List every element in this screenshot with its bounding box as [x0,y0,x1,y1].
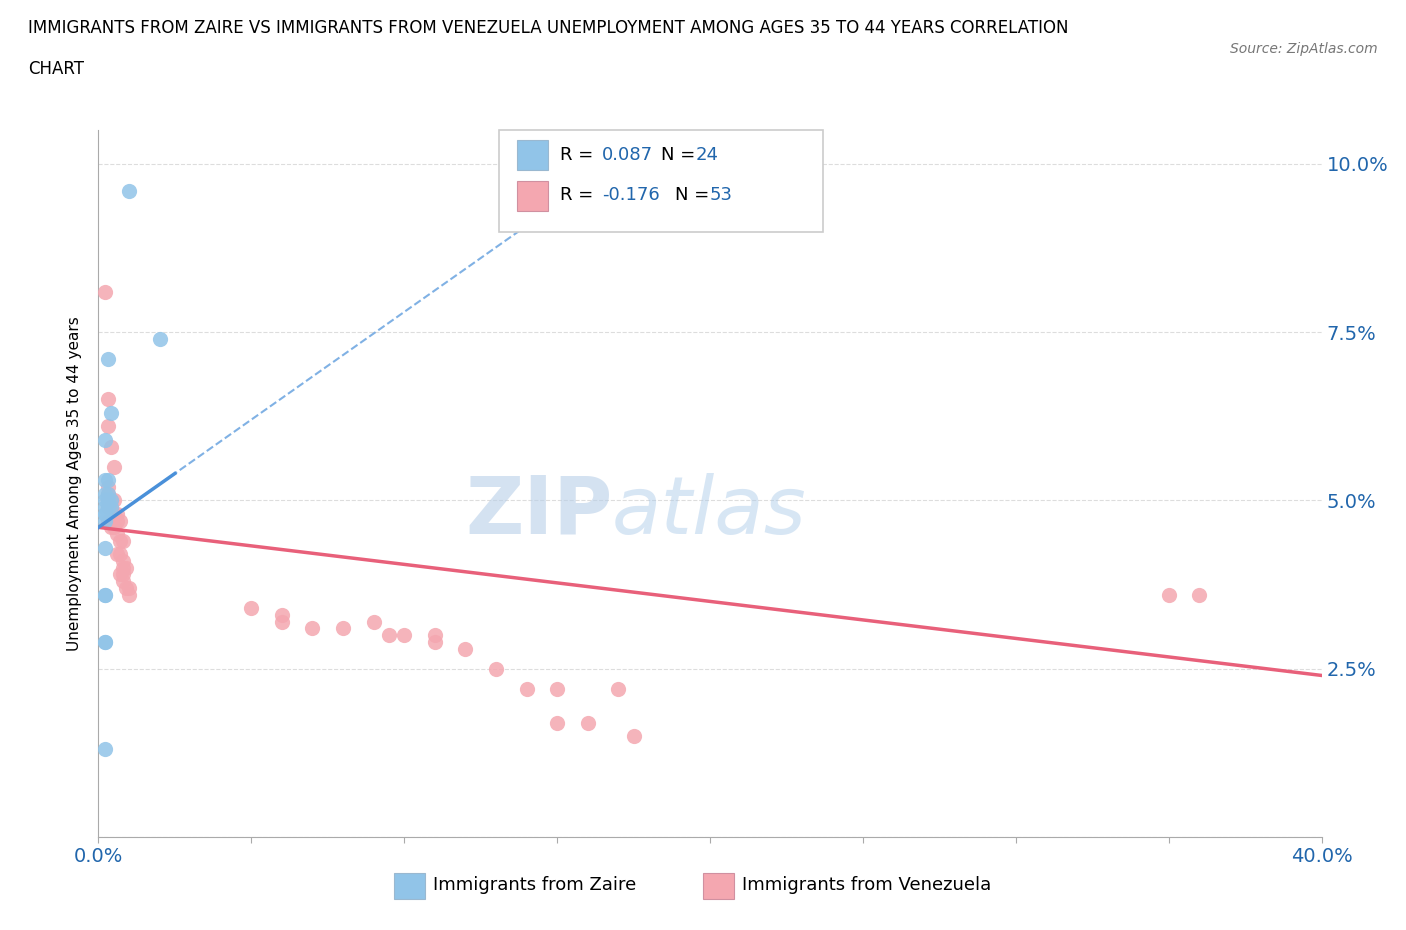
Text: N =: N = [661,146,700,165]
Point [115,580,138,595]
Point [93,742,115,757]
Point [270,607,292,622]
Text: -0.176: -0.176 [602,186,659,205]
Y-axis label: Unemployment Among Ages 35 to 44 years: Unemployment Among Ages 35 to 44 years [67,316,83,651]
Point [111,534,134,549]
Point [115,560,138,575]
Point [100,499,122,514]
Point [93,499,115,514]
Point [93,634,115,649]
Point [97,480,120,495]
Point [100,493,122,508]
Point [103,507,125,522]
Point [100,405,122,420]
Point [105,507,128,522]
Point [103,493,125,508]
Point [105,513,128,528]
Point [93,587,115,602]
Point [93,472,115,487]
Point [485,661,508,676]
Point [105,526,128,541]
Point [97,513,120,528]
Point [93,587,115,602]
Point [623,728,645,743]
Point [111,567,134,582]
Point [111,560,134,575]
Point [97,392,120,407]
Point [576,715,599,730]
Point [301,621,323,636]
Text: Immigrants from Venezuela: Immigrants from Venezuela [742,876,991,895]
Text: R =: R = [560,146,599,165]
Point [103,459,125,474]
Point [105,547,128,562]
Point [93,513,115,528]
Point [100,493,122,508]
Point [546,682,568,697]
Text: 24: 24 [696,146,718,165]
Point [93,493,115,508]
Point [108,547,131,562]
Point [93,540,115,555]
Point [103,520,125,535]
Point [97,493,120,508]
Point [546,715,568,730]
Point [516,682,538,697]
Point [97,499,120,514]
Text: 0.087: 0.087 [602,146,652,165]
Point [111,553,134,568]
Text: Source: ZipAtlas.com: Source: ZipAtlas.com [1230,42,1378,56]
Point [108,567,131,582]
Point [93,634,115,649]
Point [97,499,120,514]
Text: ZIP: ZIP [465,472,612,551]
Point [378,628,401,643]
Point [1157,587,1180,602]
Text: 53: 53 [710,186,733,205]
Point [100,499,122,514]
Text: atlas: atlas [612,472,807,551]
Point [270,614,292,629]
Point [423,628,446,643]
Point [454,641,477,656]
Point [97,493,120,508]
Point [97,472,120,487]
Point [607,682,630,697]
Point [97,418,120,433]
Point [93,507,115,522]
Point [240,601,263,616]
Point [332,621,354,636]
Point [93,507,115,522]
Text: IMMIGRANTS FROM ZAIRE VS IMMIGRANTS FROM VENEZUELA UNEMPLOYMENT AMONG AGES 35 TO: IMMIGRANTS FROM ZAIRE VS IMMIGRANTS FROM… [28,19,1069,36]
Point [100,439,122,454]
Point [423,634,446,649]
Point [93,285,115,299]
Point [118,183,141,198]
Point [1188,587,1211,602]
Point [108,513,131,528]
Text: N =: N = [675,186,714,205]
Point [111,574,134,589]
Point [392,628,416,643]
Text: R =: R = [560,186,599,205]
Point [97,486,120,501]
Point [118,587,141,602]
Point [363,614,385,629]
Point [93,432,115,447]
Text: Immigrants from Zaire: Immigrants from Zaire [433,876,637,895]
Point [97,352,120,366]
Point [149,331,172,346]
Point [118,580,141,595]
Text: CHART: CHART [28,60,84,78]
Point [97,486,120,501]
Point [100,520,122,535]
Point [93,486,115,501]
Point [108,534,131,549]
